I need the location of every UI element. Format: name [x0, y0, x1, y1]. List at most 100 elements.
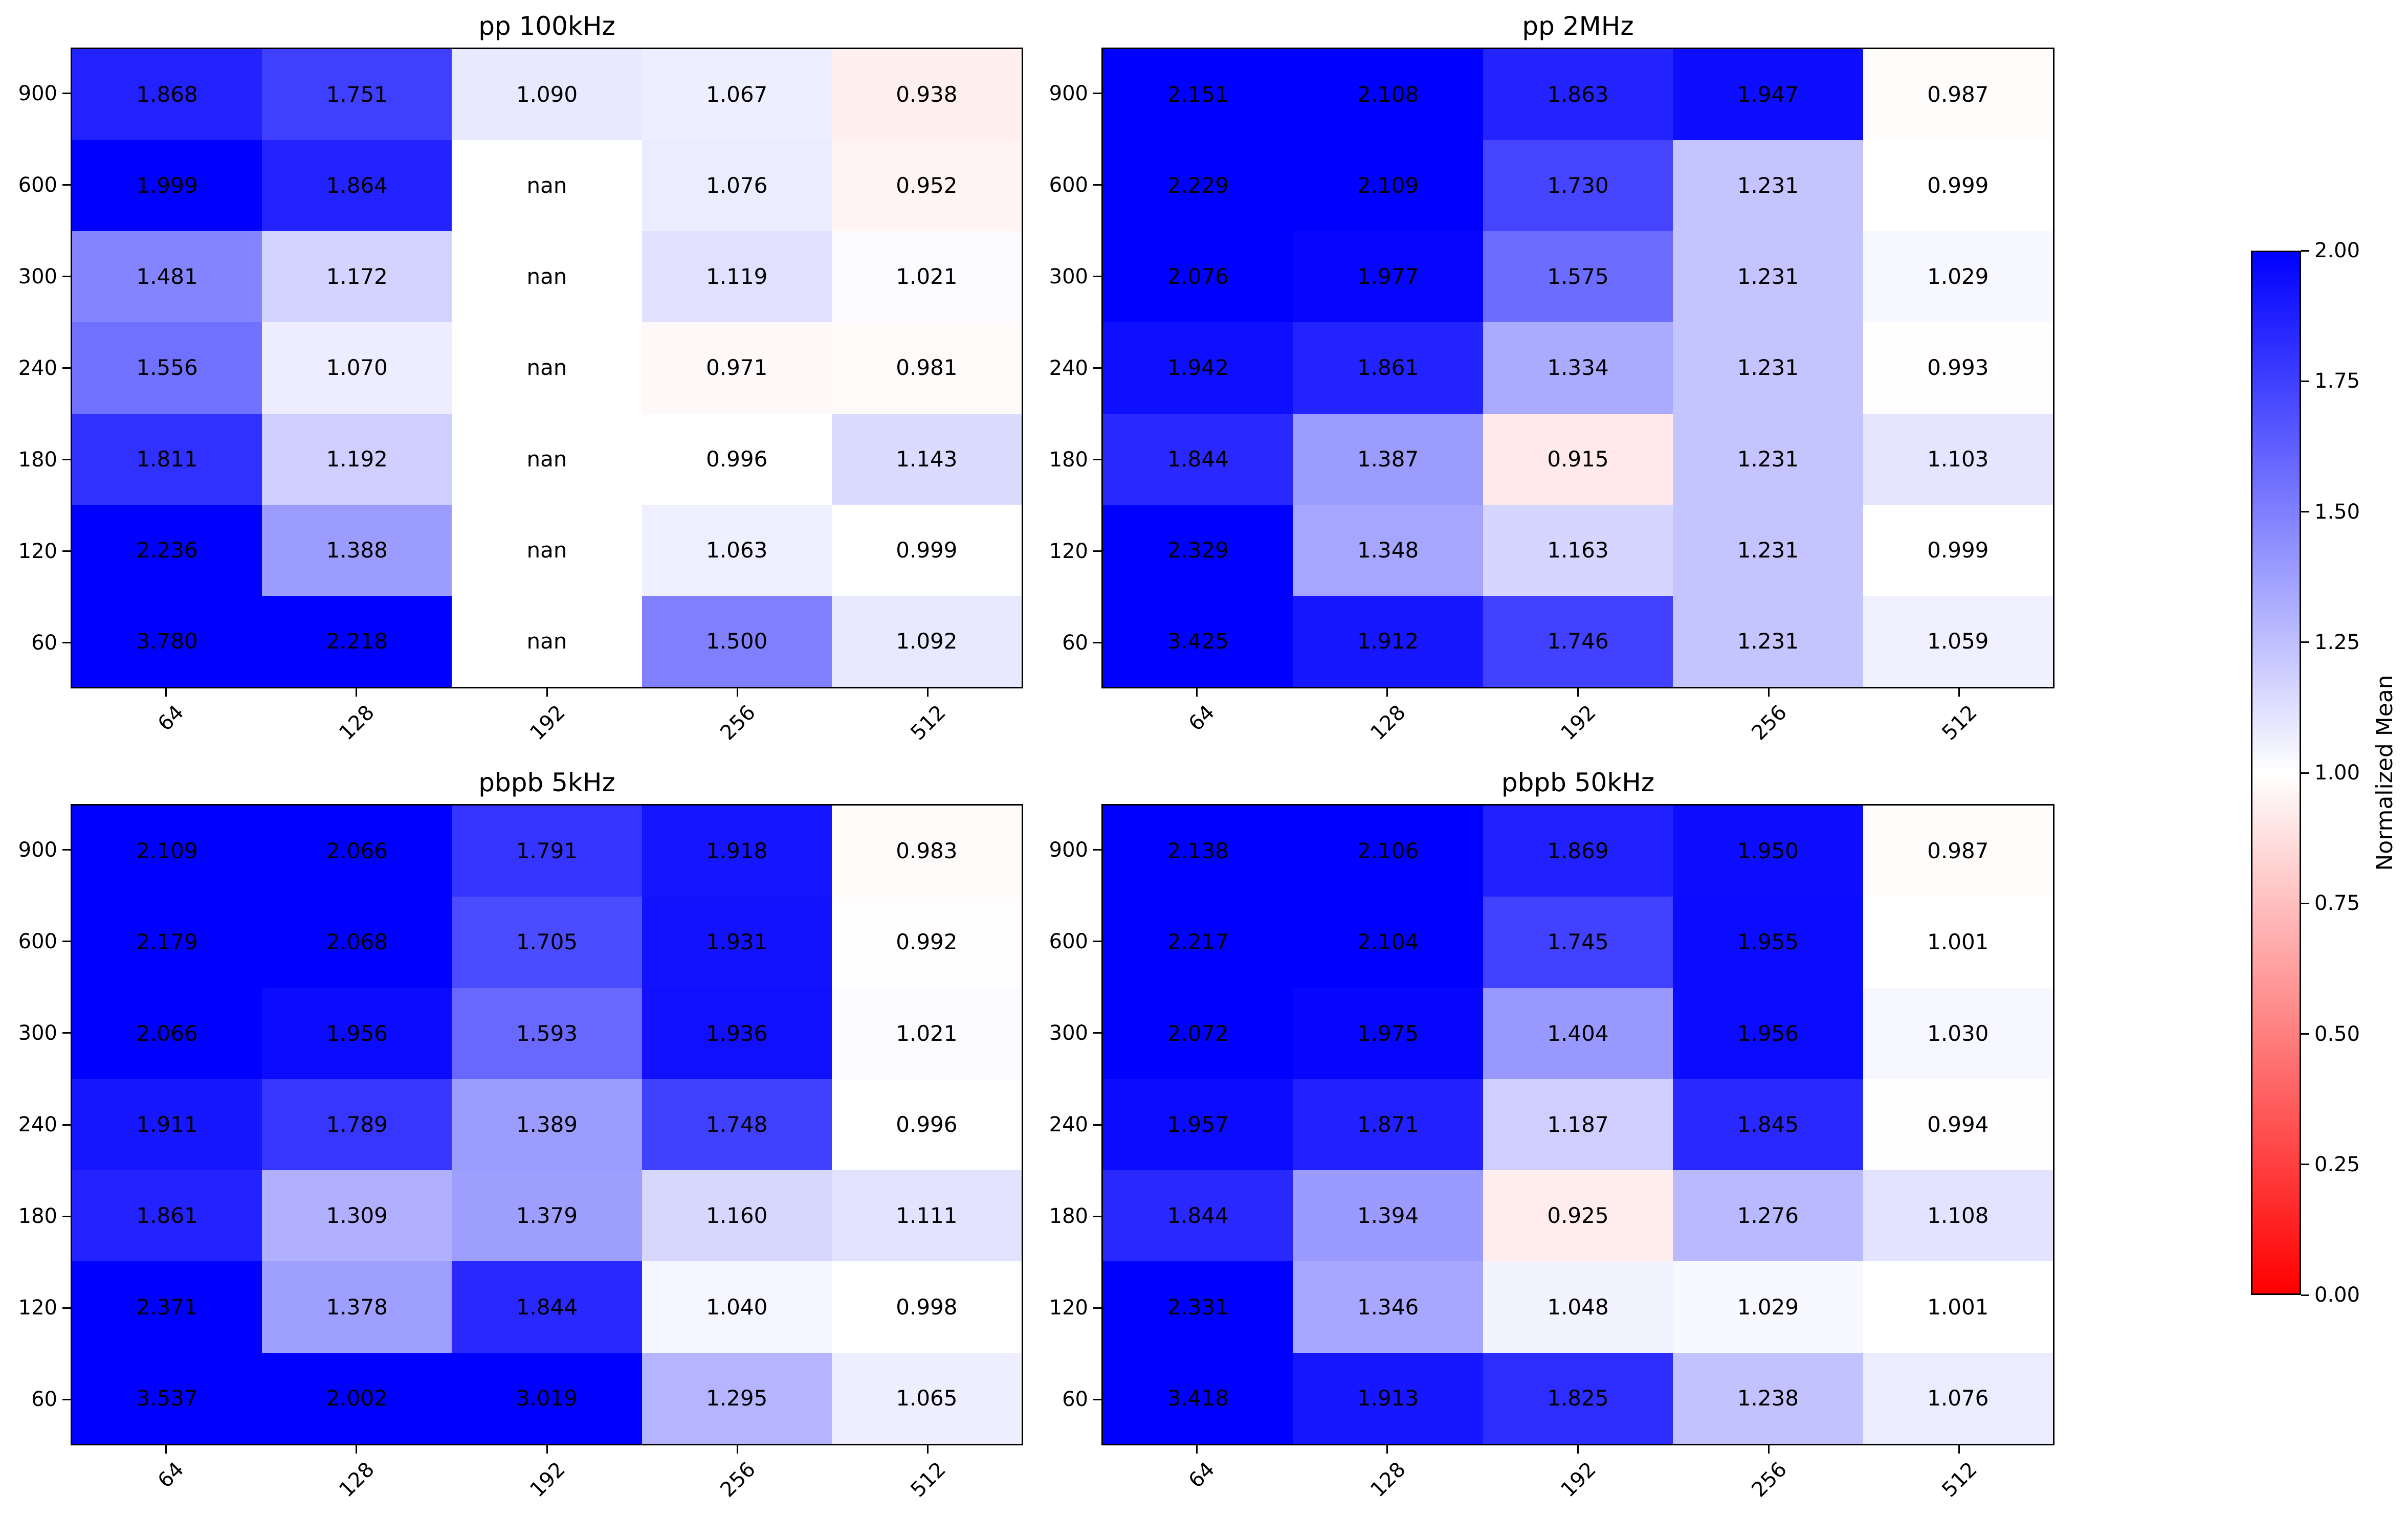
heatmap-cell: 2.151 — [1103, 49, 1293, 141]
heatmap-cell: 1.065 — [831, 1352, 1022, 1444]
heatmap-cell: nan — [452, 231, 642, 323]
cell-value: 1.090 — [516, 82, 578, 107]
cell-value: 2.329 — [1167, 537, 1229, 563]
colorbar-tickmark — [2301, 641, 2309, 643]
x-tickmark — [927, 688, 929, 697]
cell-value: 0.925 — [1547, 1203, 1609, 1229]
cell-value: 1.845 — [1737, 1111, 1799, 1137]
y-tick-label: 900 — [18, 81, 57, 105]
cell-value: 1.389 — [516, 1111, 578, 1137]
cell-value: 1.394 — [1357, 1203, 1419, 1229]
y-tickmark — [1093, 642, 1101, 643]
cell-value: 2.072 — [1167, 1020, 1229, 1046]
cell-value: 1.999 — [136, 173, 198, 198]
cell-value: 0.998 — [896, 1294, 958, 1320]
heatmap-cell: 2.371 — [72, 1261, 262, 1353]
cell-value: nan — [526, 355, 567, 381]
heatmap-cell: 3.780 — [72, 595, 262, 687]
y-tickmark — [1093, 550, 1101, 552]
heatmap-cell: 3.019 — [452, 1352, 642, 1444]
cell-value: 1.076 — [706, 173, 768, 198]
heatmap-cell: 1.040 — [642, 1261, 832, 1353]
cell-value: 1.913 — [1357, 1385, 1419, 1411]
x-tick-label: 512 — [1937, 1457, 1982, 1502]
heatmap-cell: 1.231 — [1673, 504, 1863, 596]
heatmap-cell: 1.593 — [452, 988, 642, 1079]
y-tick-label: 180 — [18, 448, 57, 472]
cell-value: 0.987 — [1927, 82, 1989, 107]
heatmap-cell: 1.103 — [1863, 413, 2053, 505]
cell-value: 1.811 — [136, 446, 198, 472]
heatmap-cell: 1.748 — [642, 1079, 832, 1171]
heatmap-grid: 1.868 1.751 1.090 1.067 0.938 1.999 1.864 nan 1.… — [72, 49, 1022, 687]
cell-value: 1.593 — [516, 1020, 578, 1046]
y-tickmark — [1093, 459, 1101, 460]
cell-value: 1.705 — [516, 929, 578, 955]
cell-value: 3.019 — [516, 1385, 578, 1411]
y-tick-label: 900 — [1049, 838, 1088, 862]
colorbar-tickmark — [2301, 511, 2309, 512]
x-tickmark — [927, 1445, 929, 1454]
cell-value: 1.975 — [1357, 1020, 1419, 1046]
y-tick-label: 60 — [31, 1388, 57, 1412]
cell-value: nan — [526, 173, 567, 198]
heatmap-cell: 2.068 — [262, 897, 452, 988]
y-tickmark — [62, 459, 71, 460]
heatmap-cell: 2.109 — [72, 806, 262, 897]
heatmap-cell: 1.864 — [262, 140, 452, 232]
cell-value: 1.869 — [1547, 838, 1609, 864]
cell-value: 2.002 — [326, 1385, 388, 1411]
panel-title-pbpb-50khz: pbpb 50kHz — [1501, 768, 1655, 797]
heatmap-cell: 1.334 — [1483, 322, 1673, 414]
y-tick-label: 240 — [1049, 1113, 1088, 1136]
heatmap-cell: 1.021 — [831, 231, 1022, 323]
heatmap-cell: 2.104 — [1293, 897, 1483, 988]
cell-value: 1.861 — [1357, 355, 1419, 381]
cell-value: 1.825 — [1547, 1385, 1609, 1411]
heatmap-cell: 1.931 — [642, 897, 832, 988]
heatmap-cell: 1.029 — [1673, 1261, 1863, 1353]
heatmap-cell: 1.811 — [72, 413, 262, 505]
x-tickmark — [165, 688, 167, 697]
colorbar-tickmark — [2301, 902, 2309, 904]
heatmap-cell: 0.915 — [1483, 413, 1673, 505]
colorbar-tick-label: 1.50 — [2314, 500, 2360, 524]
y-tick-label: 600 — [18, 173, 57, 197]
x-tick-label: 192 — [525, 1457, 570, 1502]
y-tick-label: 600 — [1049, 929, 1088, 953]
y-tickmark — [1093, 367, 1101, 369]
heatmap-axes-pp-2mhz: 2.151 2.108 1.863 1.947 0.987 2.229 2.109 1.730… — [1101, 48, 2054, 688]
cell-value: 1.030 — [1927, 1020, 1989, 1046]
x-tickmark — [1386, 688, 1388, 697]
x-tickmark — [546, 1445, 548, 1454]
cell-value: 1.730 — [1547, 173, 1609, 198]
y-tick-label: 600 — [1049, 173, 1088, 197]
heatmap-cell: 1.143 — [831, 413, 1022, 505]
heatmap-cell: 1.868 — [72, 49, 262, 141]
x-tick-label: 192 — [1556, 700, 1601, 745]
x-tick-label: 64 — [153, 1457, 189, 1493]
x-tick-label: 192 — [1556, 1457, 1601, 1502]
heatmap-cell: 1.936 — [642, 988, 832, 1079]
x-tickmark — [1768, 688, 1770, 697]
heatmap-cell: 1.231 — [1673, 322, 1863, 414]
heatmap-cell: 1.090 — [452, 49, 642, 141]
y-tickmark — [62, 1124, 71, 1126]
y-tickmark — [1093, 1032, 1101, 1034]
heatmap-cell: 2.076 — [1103, 231, 1293, 323]
heatmap-cell: 2.217 — [1103, 897, 1293, 988]
cell-value: 1.065 — [896, 1385, 958, 1411]
heatmap-cell: 1.238 — [1673, 1352, 1863, 1444]
cell-value: 1.947 — [1737, 82, 1799, 107]
cell-value: 1.334 — [1547, 355, 1609, 381]
cell-value: 2.229 — [1167, 173, 1229, 198]
heatmap-cell: 1.871 — [1293, 1079, 1483, 1171]
heatmap-cell: 1.844 — [452, 1261, 642, 1353]
cell-value: 2.331 — [1167, 1294, 1229, 1320]
cell-value: 1.844 — [1167, 1203, 1229, 1229]
cell-value: 0.999 — [1927, 173, 1989, 198]
heatmap-cell: 1.950 — [1673, 806, 1863, 897]
heatmap-cell: 1.346 — [1293, 1261, 1483, 1353]
heatmap-cell: 1.276 — [1673, 1170, 1863, 1262]
